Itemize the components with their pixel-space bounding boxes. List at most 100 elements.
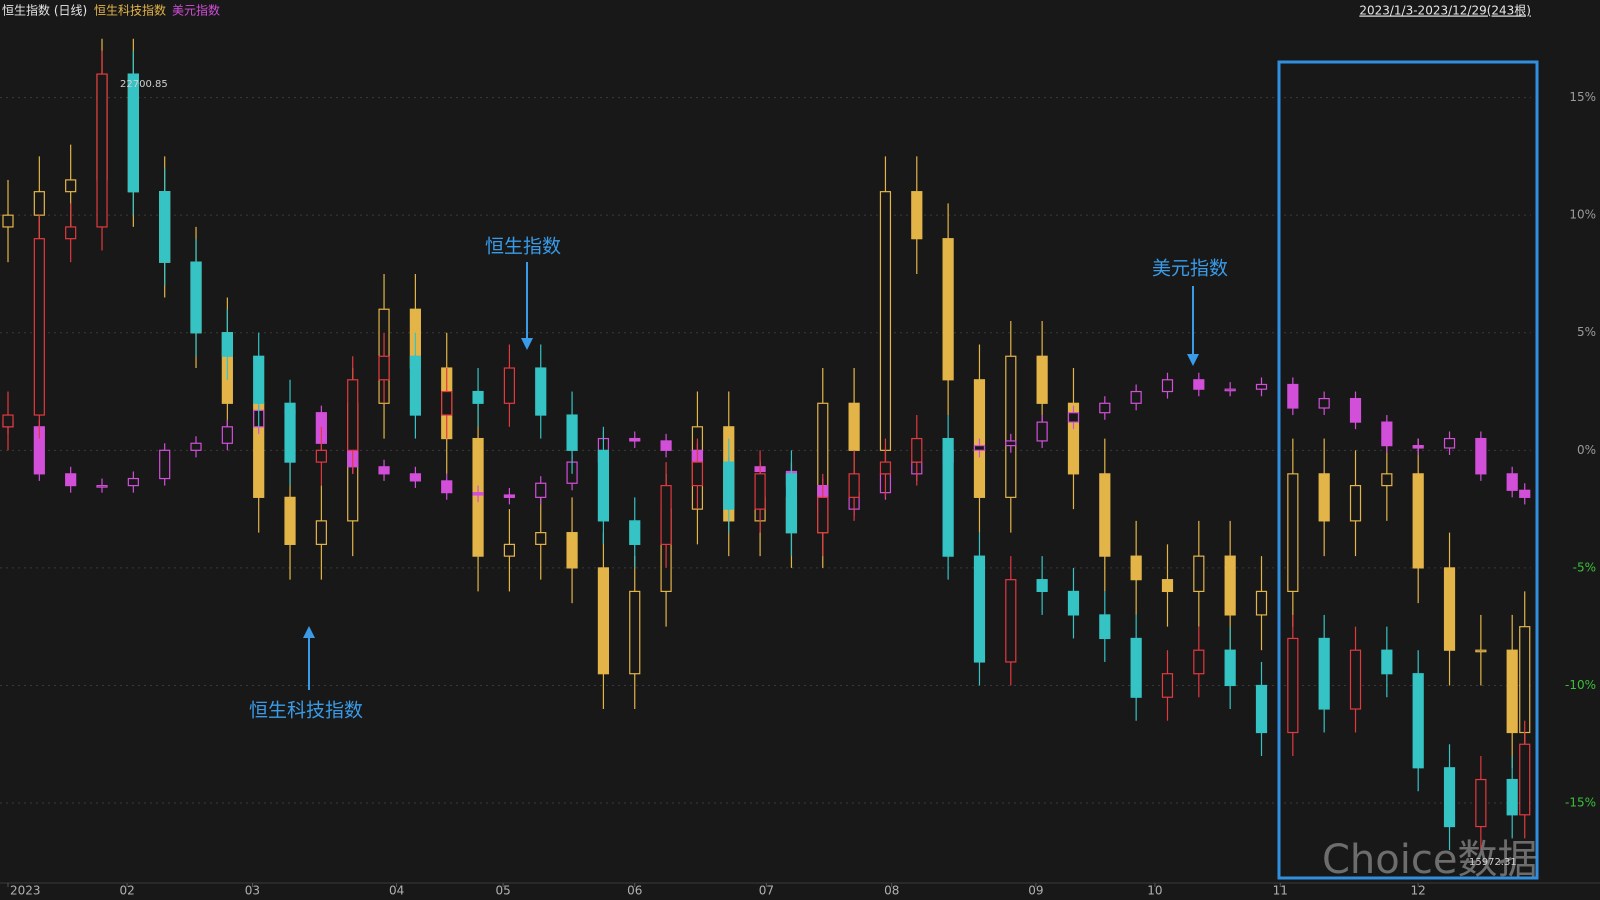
candle-body: [1005, 355, 1017, 498]
candle-body: [660, 484, 672, 545]
candle-body: [942, 437, 954, 557]
candle-body: [1130, 390, 1142, 404]
candle-body: [1161, 673, 1174, 698]
candle-body: [1224, 555, 1236, 616]
candle-body: [2, 214, 14, 228]
candle-body: [691, 461, 704, 487]
candle-body: [65, 179, 77, 193]
candle-body: [879, 191, 892, 451]
candle-body: [1443, 437, 1456, 449]
annotation-arrow-head: [303, 626, 315, 638]
candle-body: [190, 442, 202, 451]
candle-body: [1506, 778, 1518, 816]
candle-body: [597, 567, 610, 675]
candle-body: [1381, 421, 1393, 447]
candle-body: [284, 402, 296, 463]
candle-body: [1318, 397, 1330, 409]
candle-body: [1443, 767, 1456, 828]
candle-body: [1349, 484, 1362, 522]
x-tick-label: 08: [884, 884, 899, 898]
candle-body: [660, 440, 672, 451]
y-tick-label: 15%: [1569, 90, 1596, 104]
candle-body: [1381, 649, 1393, 675]
annotation-arrow-head: [521, 338, 533, 350]
y-tick-label: -5%: [1573, 560, 1596, 574]
x-tick-label: 04: [389, 884, 404, 898]
candle-body: [190, 261, 202, 334]
x-tick-label: 12: [1411, 884, 1426, 898]
x-tick-label: 07: [759, 884, 774, 898]
candle-body: [1005, 579, 1017, 663]
candle-body: [535, 532, 547, 545]
candle-body: [96, 73, 108, 228]
candle-body: [879, 461, 892, 475]
y-tick-label: -10%: [1565, 678, 1596, 692]
candle-body: [1099, 473, 1111, 557]
candle-body: [535, 482, 547, 498]
annotation: 恒生指数: [485, 236, 561, 258]
candle-body: [1036, 421, 1048, 442]
candle-body: [535, 367, 547, 416]
x-tick-label: 2023: [10, 884, 41, 898]
date-range[interactable]: 2023/1/3-2023/12/29(243根): [1359, 4, 1531, 18]
candle-body: [1519, 743, 1531, 816]
candle-body: [2, 414, 14, 428]
candle-body: [1224, 388, 1236, 392]
candle-body: [1519, 626, 1531, 734]
candle-body: [127, 477, 139, 487]
candle-body: [911, 437, 923, 463]
x-tick-label: 11: [1273, 884, 1288, 898]
candle-body: [1193, 555, 1205, 593]
candle-body: [253, 355, 265, 404]
candle-body: [848, 402, 860, 451]
candle-body: [159, 449, 171, 480]
candle-body: [1099, 614, 1111, 640]
candle-body: [472, 390, 484, 404]
candle-body: [1412, 445, 1424, 449]
legend-entry[interactable]: 美元指数: [172, 3, 220, 18]
candle-body: [503, 367, 515, 404]
candle-body: [1161, 579, 1174, 593]
x-tick-label: 06: [627, 884, 642, 898]
x-tick-label: 05: [495, 884, 510, 898]
y-tick-label: 5%: [1577, 325, 1596, 339]
candle-body: [723, 461, 735, 510]
candle-body: [1475, 778, 1487, 828]
annotation: 恒生科技指数: [249, 700, 363, 722]
candle-body: [503, 543, 515, 557]
candle-body: [629, 520, 641, 545]
candle-body: [378, 355, 390, 381]
candle-body: [33, 238, 45, 416]
candle-body: [409, 473, 421, 482]
candle-body: [33, 191, 45, 216]
candle-body: [597, 449, 610, 522]
candle-body: [566, 532, 578, 569]
candle-body: [973, 555, 986, 663]
x-tick-label: 10: [1147, 884, 1162, 898]
candle-body: [441, 390, 453, 416]
candle-body: [629, 590, 641, 675]
candle-body: [1318, 473, 1330, 522]
candle-body: [1381, 473, 1393, 487]
candle-body: [1475, 437, 1487, 475]
annotation: 美元指数: [1152, 258, 1228, 280]
legend-entry[interactable]: 恒生科技指数: [94, 3, 166, 18]
candle-body: [1161, 379, 1174, 393]
x-tick-label: 09: [1028, 884, 1043, 898]
candle-body: [754, 473, 766, 510]
candle-body: [785, 473, 798, 534]
candle-body: [1287, 473, 1299, 593]
candle-body: [409, 355, 421, 416]
candle-body: [1224, 649, 1236, 687]
candle-body: [1193, 379, 1205, 390]
candle-body: [503, 494, 515, 498]
candle-body: [159, 191, 171, 263]
candle-body: [1130, 637, 1142, 698]
candle-body: [1067, 402, 1080, 475]
annotation-arrow-head: [1187, 354, 1199, 366]
candle-series: [2, 50, 1531, 851]
y-tick-label: 0%: [1577, 443, 1596, 457]
y-tick-label: 10%: [1569, 208, 1596, 222]
